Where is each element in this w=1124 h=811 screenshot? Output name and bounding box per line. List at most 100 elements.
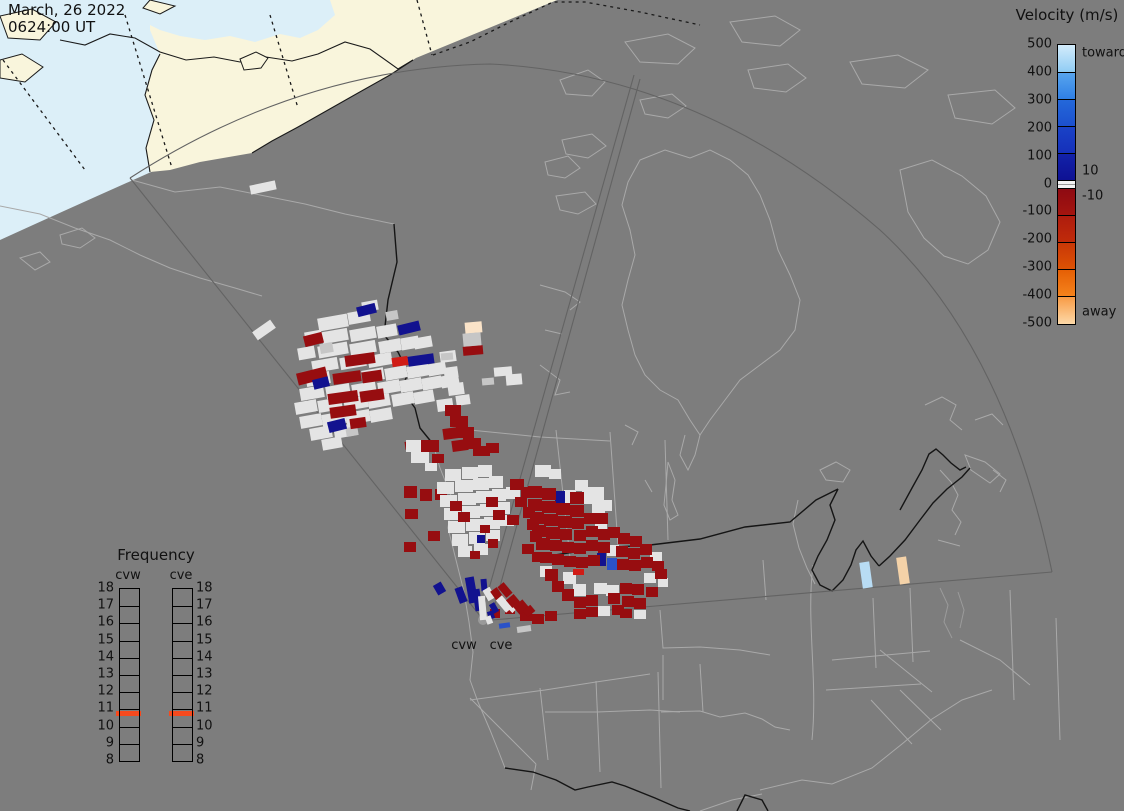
radar-cell — [462, 467, 478, 479]
frequency-tick-line — [120, 675, 139, 676]
timestamp: March, 26 2022 0624:00 UT — [8, 2, 125, 36]
radar-cell — [632, 584, 644, 595]
colorbar-segment — [1058, 296, 1075, 324]
frequency-scale-value: 14 — [196, 649, 213, 665]
radar-cell — [523, 507, 535, 518]
radar-cell — [356, 302, 377, 318]
radar-cell — [544, 514, 558, 526]
radar-cell — [359, 388, 385, 403]
radar-cell — [299, 413, 323, 429]
radar-cell — [474, 544, 488, 555]
colorbar-segment — [1058, 45, 1075, 72]
radar-cell — [421, 375, 443, 391]
colorbar-tick-label: -200 — [1022, 231, 1052, 247]
radar-cell — [597, 553, 606, 566]
radar-cell — [405, 509, 418, 519]
radar-cell — [407, 353, 435, 367]
radar-cell — [607, 558, 617, 570]
radar-cell — [493, 510, 505, 520]
graticule-dashed — [2, 0, 701, 171]
radar-cell — [617, 559, 629, 570]
colorbar-title: Velocity (m/s) — [1015, 6, 1119, 24]
radar-echo-cells — [249, 180, 910, 633]
radar-cell — [297, 345, 316, 361]
radar-cell — [321, 436, 343, 451]
frequency-column-label-cve: cve — [169, 568, 193, 583]
radar-cell — [598, 529, 610, 540]
colorbar-bar — [1057, 44, 1076, 325]
day-coastline-north — [59, 33, 414, 70]
frequency-tick-line — [120, 709, 139, 711]
radar-cell — [413, 389, 435, 405]
radar-cell — [562, 589, 574, 601]
frequency-column-label-cvw: cvw — [115, 568, 141, 583]
frequency-scale-value: 11 — [196, 700, 213, 716]
frequency-tick-line — [173, 692, 192, 694]
radar-cell — [586, 526, 598, 537]
radar-cell — [530, 512, 544, 524]
radar-cell — [329, 404, 357, 419]
radar-cell — [516, 625, 532, 633]
radar-cell — [596, 513, 608, 524]
frequency-scale-value: 13 — [196, 666, 213, 682]
radar-cell — [527, 519, 539, 530]
radar-cell — [550, 540, 562, 551]
radar-cell — [376, 323, 398, 339]
radar-cell — [563, 572, 576, 584]
radar-cell — [598, 542, 610, 553]
radar-cell — [520, 611, 532, 621]
radar-cell — [406, 440, 422, 452]
radar-cell — [545, 569, 558, 581]
radar-cell — [658, 578, 668, 587]
radar-cell — [634, 598, 646, 609]
radar-cell — [556, 503, 570, 515]
radar-cell — [302, 331, 325, 348]
radar-cell — [532, 525, 546, 537]
radar-cell — [249, 180, 277, 195]
radar-cell — [435, 489, 447, 500]
radar-cell — [570, 505, 584, 517]
colorbar-tick-label: 400 — [1027, 64, 1052, 80]
frequency-tick-line — [120, 726, 139, 728]
radar-cell — [515, 497, 527, 507]
radar-cell — [440, 352, 454, 361]
radar-cell — [463, 438, 481, 449]
frequency-tick-line — [173, 709, 192, 711]
colorbar-upper-threshold: 10 — [1082, 163, 1099, 179]
colorbar-tick-label: 300 — [1027, 92, 1052, 108]
radar-cell — [646, 587, 658, 597]
radar-cell — [411, 452, 429, 463]
radar-cell — [622, 596, 634, 607]
radar-cell — [573, 569, 584, 575]
radar-cell — [588, 555, 600, 566]
radar-cell — [560, 529, 572, 540]
radar-cell — [532, 552, 544, 562]
radar-cell — [452, 534, 468, 546]
radar-cell — [427, 361, 447, 377]
radar-cell — [595, 521, 607, 531]
radar-cell — [608, 527, 620, 538]
radar-cell — [575, 480, 588, 491]
radar-cell — [482, 586, 496, 602]
fov-mid-edge-west — [480, 74, 635, 618]
radar-cell — [655, 569, 667, 579]
frequency-scale-value: 12 — [97, 683, 114, 699]
radar-cell — [450, 416, 468, 427]
radar-cell — [562, 542, 574, 553]
radar-cell — [295, 366, 329, 386]
colorbar-tick-label: 100 — [1027, 148, 1052, 164]
radar-cell — [558, 516, 572, 528]
radar-cell — [349, 339, 377, 357]
colorbar-tick-label: -400 — [1022, 287, 1052, 303]
radar-cell — [488, 602, 500, 614]
radar-cell — [455, 394, 471, 406]
colorbar-segment — [1058, 153, 1075, 180]
radar-cell — [477, 535, 485, 543]
colorbar-segment — [1058, 72, 1075, 99]
frequency-title: Frequency — [117, 546, 195, 564]
radar-cell — [432, 581, 447, 596]
radar-cell — [345, 426, 359, 437]
frequency-tick-line — [120, 692, 139, 694]
frequency-scale-value: 18 — [196, 580, 213, 596]
frequency-tick-line — [173, 657, 192, 659]
